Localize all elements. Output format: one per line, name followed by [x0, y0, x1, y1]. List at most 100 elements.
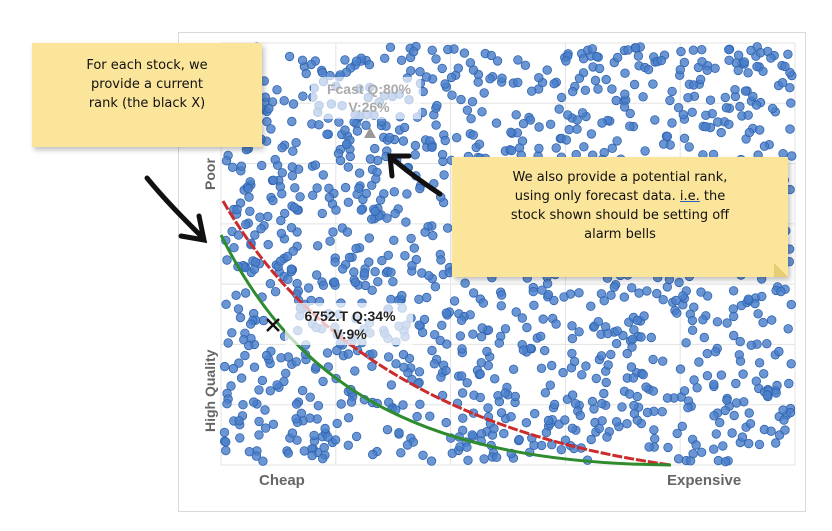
data-point: [625, 108, 635, 119]
data-point: [473, 77, 483, 87]
data-point: [593, 84, 603, 94]
data-point: [619, 102, 630, 112]
data-point: [716, 127, 726, 138]
data-point: [465, 58, 476, 68]
data-point: [606, 290, 616, 300]
data-point: [354, 168, 365, 178]
data-point: [745, 419, 756, 429]
data-point: [518, 345, 529, 355]
data-point: [398, 349, 409, 360]
data-point: [620, 68, 630, 78]
data-point: [456, 94, 466, 105]
data-point: [709, 379, 719, 390]
data-point: [675, 65, 686, 75]
data-point: [394, 428, 404, 438]
data-point: [467, 96, 478, 107]
data-point: [272, 85, 282, 95]
data-point: [665, 95, 675, 106]
data-point: [220, 361, 230, 372]
data-point: [222, 255, 232, 265]
data-point: [679, 57, 690, 68]
data-point: [705, 95, 716, 105]
data-point: [351, 56, 362, 66]
data-point: [432, 100, 442, 111]
data-point: [596, 351, 607, 361]
data-point: [627, 342, 637, 352]
data-point: [254, 430, 264, 440]
data-point: [644, 442, 654, 452]
data-point: [364, 233, 375, 243]
data-point: [476, 358, 487, 368]
data-point: [748, 91, 758, 102]
data-point: [593, 317, 604, 327]
data-point: [656, 55, 667, 66]
data-point: [724, 55, 734, 66]
data-point: [578, 54, 589, 64]
data-point: [429, 178, 439, 189]
data-point: [564, 124, 574, 135]
data-point: [689, 375, 699, 385]
data-point: [264, 103, 274, 114]
data-point: [409, 243, 420, 253]
data-point: [343, 440, 354, 451]
data-point: [629, 408, 640, 419]
data-point: [354, 183, 364, 193]
data-point: [658, 356, 668, 366]
data-point: [399, 122, 410, 133]
data-point: [567, 321, 577, 331]
data-point: [263, 211, 273, 222]
data-point: [272, 380, 282, 390]
data-point: [728, 286, 739, 296]
data-point: [465, 310, 475, 320]
data-point: [260, 423, 271, 433]
data-point: [291, 399, 302, 409]
data-point: [752, 61, 762, 72]
data-point: [460, 278, 470, 288]
data-point: [425, 411, 435, 421]
data-point: [276, 353, 286, 363]
data-point: [784, 378, 794, 389]
data-point: [514, 434, 524, 445]
data-point: [398, 136, 409, 146]
data-point: [478, 298, 489, 308]
data-point: [342, 227, 353, 237]
data-point: [494, 396, 505, 407]
data-point: [620, 89, 630, 99]
data-point: [657, 407, 667, 417]
data-point: [678, 109, 689, 120]
data-point: [568, 86, 578, 97]
data-point: [744, 127, 755, 138]
data-point: [229, 242, 239, 253]
data-point: [694, 357, 704, 367]
data-point: [462, 378, 472, 388]
data-point: [324, 192, 335, 203]
data-point: [496, 408, 507, 418]
data-point: [249, 362, 260, 372]
data-point: [574, 288, 584, 298]
data-point: [538, 314, 548, 324]
curve-green: [219, 234, 672, 467]
data-point: [350, 277, 361, 288]
data-point: [317, 454, 328, 464]
data-point: [513, 55, 523, 65]
data-point: [256, 224, 266, 234]
note-right-line-2-prefix: using only forecast data.: [514, 189, 680, 204]
data-point: [342, 139, 352, 149]
data-point: [786, 98, 796, 108]
data-point: [232, 204, 242, 215]
data-point: [263, 239, 273, 250]
data-point: [256, 160, 267, 171]
data-point: [360, 280, 371, 291]
data-point: [383, 250, 394, 261]
data-point: [440, 135, 450, 146]
data-point: [457, 388, 468, 398]
data-point: [757, 291, 767, 302]
data-point: [529, 300, 539, 311]
data-point: [722, 318, 732, 328]
data-point: [710, 63, 720, 74]
data-point: [312, 183, 322, 193]
data-point: [261, 350, 272, 361]
data-point: [567, 333, 578, 344]
data-point: [783, 49, 793, 60]
data-point: [396, 55, 407, 66]
